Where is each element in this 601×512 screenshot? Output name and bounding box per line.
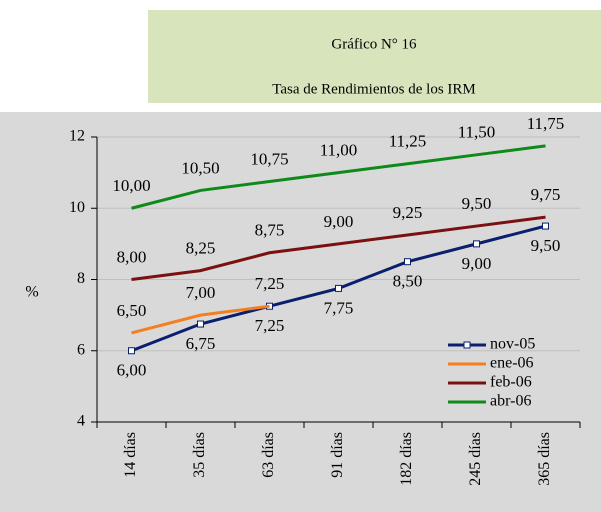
data-label: 9,75	[531, 185, 561, 204]
x-tick-label: 245 días	[467, 432, 484, 486]
x-tick-label: 182 días	[398, 432, 415, 486]
legend-label: abr-06	[490, 393, 531, 410]
point-marker	[404, 258, 411, 266]
chart-subtitle: Tasa de Rendimientos de los IRM	[272, 81, 476, 97]
series-line	[131, 215, 546, 281]
series-line	[131, 304, 270, 335]
data-label: 7,25	[255, 274, 285, 293]
data-label: 8,25	[186, 239, 216, 258]
data-label: 8,50	[393, 272, 423, 291]
title-box	[148, 10, 601, 103]
point-marker	[473, 240, 480, 248]
x-tick-label: 35 días	[191, 432, 208, 478]
data-label: 6,50	[117, 301, 147, 320]
point-marker	[542, 222, 549, 230]
data-label: 9,25	[393, 203, 423, 222]
point-marker	[128, 347, 135, 355]
y-tick-label: 6	[77, 341, 85, 358]
data-label: 9,50	[462, 194, 492, 213]
data-label: 11,25	[389, 132, 427, 151]
data-label: 6,00	[117, 361, 147, 380]
point-marker	[335, 284, 342, 292]
chart-title: Gráfico N° 16	[331, 36, 417, 52]
data-label: 6,75	[186, 334, 216, 353]
data-label: 10,00	[112, 176, 150, 195]
legend-marker	[463, 341, 471, 349]
data-label: 11,00	[320, 141, 358, 160]
point-marker	[197, 320, 204, 328]
data-label: 10,50	[181, 158, 219, 177]
data-label: 11,50	[458, 123, 496, 142]
data-label: 7,00	[186, 283, 216, 302]
y-tick-label: 10	[69, 199, 85, 216]
y-tick-label: 8	[77, 270, 85, 287]
x-tick-label: 14 días	[122, 432, 139, 478]
data-label: 10,75	[250, 149, 288, 168]
data-label: 7,75	[324, 298, 354, 317]
chart-area	[0, 112, 601, 512]
legend-label: feb-06	[490, 374, 532, 391]
x-tick-label: 365 días	[536, 432, 553, 486]
y-axis-label: %	[25, 284, 38, 301]
y-tick-label: 12	[69, 128, 85, 145]
data-label: 7,25	[255, 316, 285, 335]
y-tick-label: 4	[77, 413, 85, 430]
data-label: 9,50	[531, 236, 561, 255]
series-line	[131, 144, 546, 210]
data-label: 9,00	[324, 212, 354, 231]
data-label: 8,75	[255, 221, 285, 240]
legend-label: nov-05	[490, 336, 535, 353]
legend-label: ene-06	[490, 355, 534, 372]
data-label: 8,00	[117, 247, 147, 266]
data-label: 9,00	[462, 254, 492, 273]
x-tick-label: 91 días	[329, 432, 346, 478]
x-tick-label: 63 días	[260, 432, 277, 478]
data-label: 11,75	[527, 114, 565, 133]
